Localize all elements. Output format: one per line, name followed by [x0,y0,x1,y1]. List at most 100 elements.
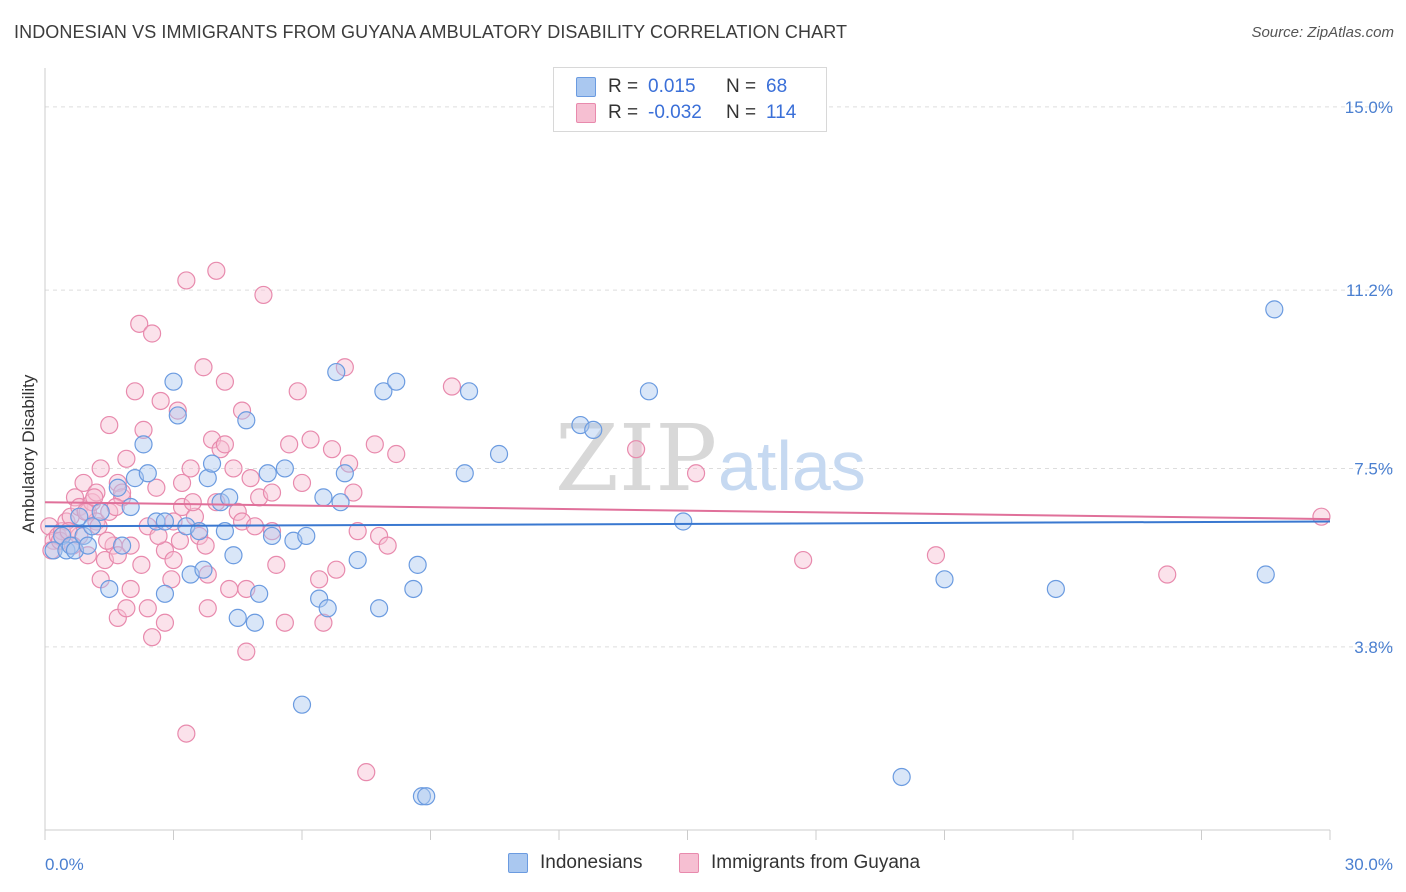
indonesian-point [108,478,127,497]
indonesian-point [348,550,367,570]
guyana-point [357,763,376,782]
guyana-point [183,493,202,512]
indonesian-point [331,493,350,512]
indonesian-point [220,488,239,507]
guyana-point [1158,565,1177,584]
indonesian-point [78,536,97,555]
guyana-point [275,613,294,632]
indonesian-point [292,695,312,714]
axis-labels: 3.8% 7.5% 11.2% 15.0% 0.0% 30.0% Ambulatory Di… [19,98,1393,874]
legend-n-value: 68 [766,76,788,97]
y-tick-label: 15.0% [1345,98,1393,117]
indonesian-point [164,372,183,391]
guyana-point [442,377,462,396]
guyana-point [288,382,307,401]
guyana-point [322,440,342,459]
indonesian-point [224,546,243,565]
indonesian-point [121,497,140,517]
chart-title: INDONESIAN VS IMMIGRANTS FROM GUYANA AMB… [14,22,848,42]
guyana-point [262,483,282,502]
y-tick-label: 11.2% [1346,281,1393,300]
indonesian-point [370,599,389,618]
indonesian-point [134,435,153,454]
indonesian-point [215,522,234,541]
indonesian-point [262,526,282,546]
guyana-point [262,522,282,541]
indonesian-point [374,382,393,401]
legend-label-indonesians: Indonesians [540,852,643,873]
indonesian-point [245,613,264,632]
watermark-atlas: atlas [718,427,866,505]
legend-r-value: -0.032 [648,102,702,123]
indonesian-point [155,512,175,531]
indonesian-point [70,507,89,526]
guyana-point [98,531,117,550]
stats-legend: R = 0.015 N = 68 R = -0.032 N = 114 [553,67,827,132]
legend-r-label: R = [608,76,639,97]
guyana-point [348,522,367,541]
indonesian-point [1046,579,1065,599]
indonesian-point [455,464,474,483]
guyana-point [121,579,140,599]
guyana-point [378,536,397,555]
indonesian-point [250,584,269,603]
legend-n-label: N = [726,76,757,97]
guyana-point [125,382,145,401]
indonesian-point [674,512,693,531]
guyana-point [241,469,260,488]
legend-item-indonesians[interactable]: Indonesians [508,852,642,874]
guyana-point [335,358,354,377]
guyana-point [280,435,299,454]
guyana-point [224,459,243,478]
indonesian-trend-line [44,520,1331,528]
axes [44,68,1331,840]
legend-n-label: N = [726,102,757,123]
legend-swatch-pink [679,853,699,873]
guyana-point [117,599,136,618]
guyana-point [926,546,946,565]
indonesian-point [892,767,911,787]
y-axis-title: Ambulatory Disability [19,374,38,533]
indonesian-point [459,382,479,401]
y-tick-label: 7.5% [1354,459,1393,478]
guyana-point [344,483,363,502]
indonesian-point [91,502,110,521]
legend-label-guyana: Immigrants from Guyana [711,852,921,873]
legend-row-indonesians: R = 0.015 N = 68 [576,75,787,99]
guyana-point [314,613,333,632]
guyana-point [340,454,359,473]
guyana-point [327,560,346,579]
legend-row-guyana: R = -0.032 N = 114 [576,101,796,125]
legend-n-value: 114 [766,102,797,123]
indonesian-point [327,362,346,382]
indonesian-point [228,608,247,627]
guyana-point [292,473,312,493]
guyana-point [267,555,286,574]
series-legend: Indonesians Immigrants from Guyana [0,852,1406,878]
guyana-point [172,497,192,517]
indonesian-point [112,536,132,555]
guyana-point [151,391,170,411]
guyana-point [387,444,406,464]
guyana-point [132,555,151,574]
guyana-point [164,550,183,570]
guyana-point [147,478,166,497]
indonesian-point [1256,565,1275,584]
guyana-point [155,613,175,632]
guyana-point [626,440,646,459]
guyana-point [142,324,162,343]
guyana-point [301,430,320,449]
indonesian-point [297,526,316,546]
source-note: Source: ZipAtlas.com [1251,24,1394,41]
gridlines [45,106,1395,648]
indonesian-point [138,464,157,483]
legend-r-value: 0.015 [648,76,696,97]
guyana-point [177,724,196,743]
guyana-point [190,526,209,546]
guyana-point [91,459,110,478]
indonesian-point [412,787,432,806]
guyana-point [100,415,119,435]
guyana-point [220,579,239,599]
legend-item-guyana[interactable]: Immigrants from Guyana [679,852,920,874]
indonesian-point [408,555,427,574]
